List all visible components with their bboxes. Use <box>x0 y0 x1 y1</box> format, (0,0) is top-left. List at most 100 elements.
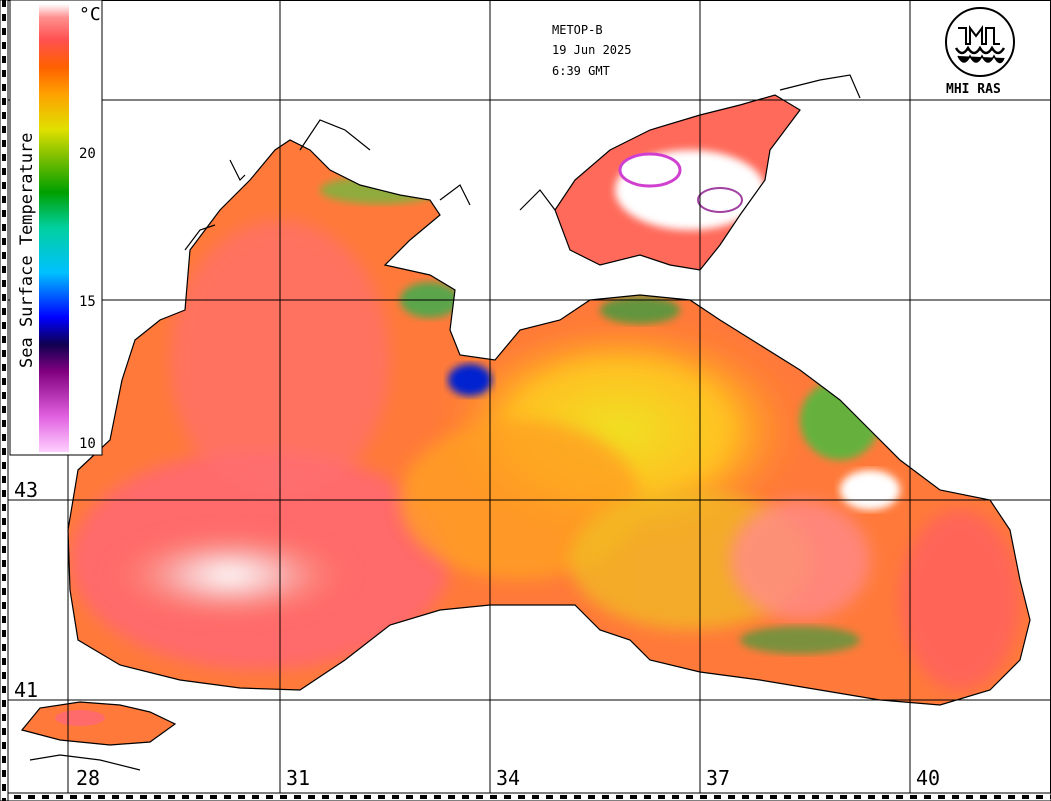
scale-tick <box>2 126 6 133</box>
scale-tick <box>14 795 21 799</box>
scale-tick <box>588 795 595 799</box>
scale-tick <box>2 490 6 497</box>
scale-tick <box>2 112 6 119</box>
scale-tick <box>406 795 413 799</box>
scale-tick <box>994 795 1001 799</box>
scale-tick <box>2 28 6 35</box>
scale-tick <box>2 392 6 399</box>
scale-tick <box>2 448 6 455</box>
scale-tick <box>910 795 917 799</box>
scale-tick <box>700 795 707 799</box>
scale-tick <box>2 434 6 441</box>
scale-tick <box>2 518 6 525</box>
scale-tick <box>1036 795 1043 799</box>
scale-tick <box>658 795 665 799</box>
scale-tick <box>2 672 6 679</box>
lat-label-43: 43 <box>14 478 38 502</box>
scale-tick <box>2 406 6 413</box>
scale-tick <box>2 616 6 623</box>
scale-tick <box>126 795 133 799</box>
scale-tick <box>756 795 763 799</box>
scale-tick <box>378 795 385 799</box>
scale-tick <box>434 795 441 799</box>
scale-tick <box>364 795 371 799</box>
scale-tick <box>2 98 6 105</box>
scale-tick <box>2 294 6 301</box>
scale-tick <box>826 795 833 799</box>
scale-tick <box>420 795 427 799</box>
scale-tick <box>28 795 35 799</box>
scale-tick <box>2 700 6 707</box>
scale-tick <box>2 560 6 567</box>
scale-tick <box>2 532 6 539</box>
scale-tick <box>294 795 301 799</box>
scale-tick <box>2 308 6 315</box>
scale-tick <box>2 658 6 665</box>
scale-tick <box>644 795 651 799</box>
scale-tick <box>2 336 6 343</box>
scale-tick <box>196 795 203 799</box>
scale-tick <box>2 196 6 203</box>
scale-tick <box>602 795 609 799</box>
scale-tick <box>2 784 6 791</box>
legend-colorbar <box>39 4 69 452</box>
scale-tick <box>2 84 6 91</box>
scale-tick <box>2 266 6 273</box>
scale-tick <box>2 140 6 147</box>
scale-tick <box>2 462 6 469</box>
scale-tick <box>980 795 987 799</box>
scale-tick <box>2 280 6 287</box>
scale-tick <box>308 795 315 799</box>
satellite-name: METOP-B <box>552 23 603 37</box>
scale-tick <box>238 795 245 799</box>
scale-tick <box>672 795 679 799</box>
scale-tick <box>168 795 175 799</box>
scale-tick <box>2 644 6 651</box>
scale-tick <box>1008 795 1015 799</box>
scale-tick <box>462 795 469 799</box>
coastline <box>20 74 1031 771</box>
scale-tick <box>2 686 6 693</box>
scale-tick <box>56 795 63 799</box>
logo-text: MHI RAS <box>946 82 1001 97</box>
scale-tick <box>2 182 6 189</box>
scale-tick <box>938 795 945 799</box>
scale-tick <box>812 795 819 799</box>
scale-tick <box>210 795 217 799</box>
scale-tick <box>882 795 889 799</box>
scale-tick <box>2 322 6 329</box>
sst-field <box>22 95 1030 745</box>
scale-tick <box>2 238 6 245</box>
scale-tick <box>2 168 6 175</box>
scale-tick <box>2 0 6 7</box>
scale-tick <box>770 795 777 799</box>
legend-tick-15: 15 <box>79 294 96 310</box>
latitude-labels: 43 41 <box>14 478 38 702</box>
scale-tick <box>2 602 6 609</box>
legend-tick-10: 10 <box>79 436 96 452</box>
scale-tick <box>2 714 6 721</box>
scale-tick <box>504 795 511 799</box>
scale-tick <box>154 795 161 799</box>
scale-tick <box>574 795 581 799</box>
scale-tick <box>2 56 6 63</box>
scale-tick <box>42 795 49 799</box>
scale-tick <box>2 546 6 553</box>
scale-tick <box>2 476 6 483</box>
legend-unit: °C <box>79 4 101 25</box>
scale-tick <box>546 795 553 799</box>
legend-title: Sea Surface Temperature <box>17 133 37 368</box>
scale-tick <box>742 795 749 799</box>
scale-tick <box>1022 795 1029 799</box>
scale-tick <box>616 795 623 799</box>
scale-tick <box>2 350 6 357</box>
scale-tick <box>630 795 637 799</box>
scale-tick <box>868 795 875 799</box>
scale-tick <box>2 70 6 77</box>
lon-label-31: 31 <box>286 766 310 790</box>
scale-tick <box>966 795 973 799</box>
scale-tick <box>2 504 6 511</box>
scale-tick <box>896 795 903 799</box>
